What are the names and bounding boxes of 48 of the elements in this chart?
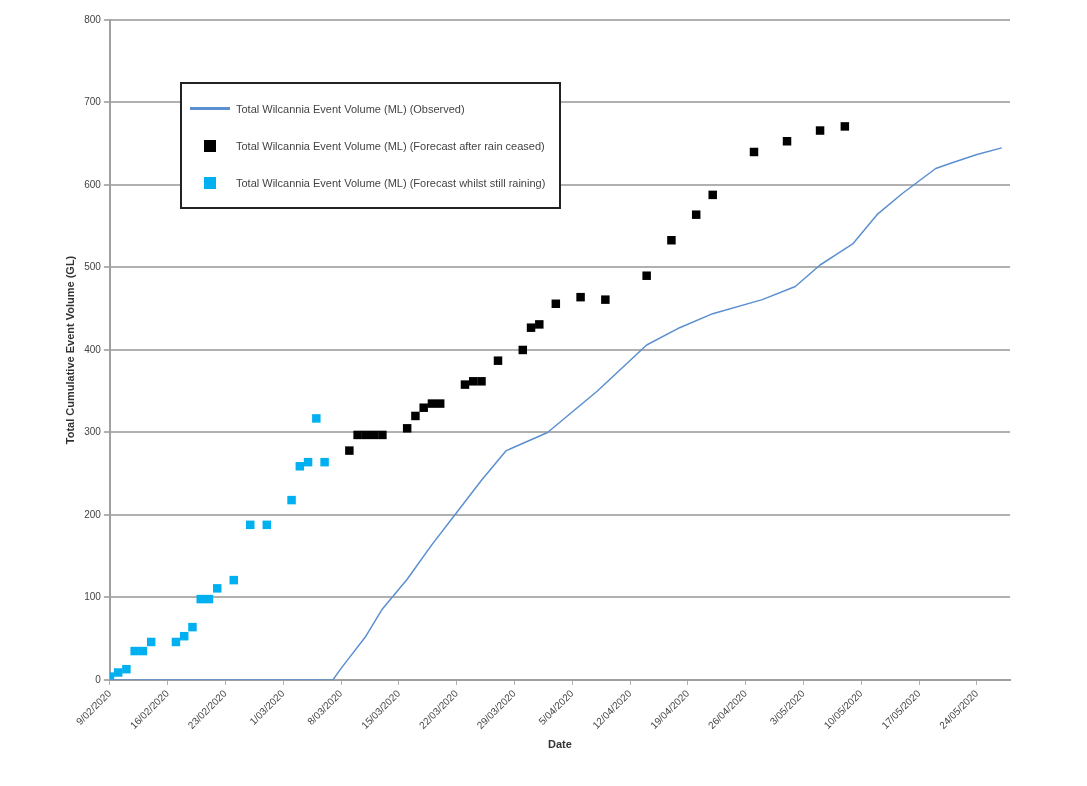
point: [493, 356, 503, 365]
y-tick-label: 200: [84, 508, 102, 520]
legend-label: Total Wilcannia Event Volume (ML) (Observed): [236, 102, 465, 115]
point: [402, 424, 412, 433]
point: [667, 236, 676, 245]
y-tick-label: 0: [95, 673, 102, 685]
point: [691, 210, 701, 219]
point: [601, 295, 610, 304]
point: [345, 446, 354, 455]
point: [642, 271, 651, 280]
point: [815, 126, 825, 135]
y-axis-title: Total Cumulative Event Volume (GL): [63, 255, 76, 445]
point: [246, 520, 255, 530]
x-axis-title: Date: [548, 738, 572, 751]
y-tick-label: 300: [84, 426, 102, 438]
point: [312, 414, 321, 423]
y-tick-label: 100: [84, 591, 102, 603]
point: [477, 377, 486, 386]
point: [708, 190, 717, 200]
legend-label: Total Wilcannia Event Volume (ML) (Forecast whilst still raining): [236, 176, 546, 189]
point: [378, 430, 387, 440]
point: [213, 584, 222, 593]
point: [427, 399, 437, 408]
point: [188, 622, 197, 632]
legend-label: Total Wilcannia Event Volume (ML) (Forecast after rain ceased): [236, 139, 545, 152]
point: [295, 462, 305, 471]
y-tick-label: 700: [84, 96, 102, 108]
point: [460, 380, 470, 389]
point: [287, 495, 296, 505]
point: [535, 320, 544, 329]
point: [320, 457, 329, 467]
point: [782, 137, 792, 146]
point: [353, 430, 362, 440]
point: [122, 664, 131, 674]
y-tick-label: 800: [84, 13, 102, 25]
y-tick-label: 400: [84, 343, 102, 355]
point: [419, 403, 428, 412]
y-tick-label: 600: [84, 178, 102, 190]
point: [526, 323, 536, 332]
point: [576, 292, 585, 302]
y-tick-label: 500: [84, 261, 102, 273]
point: [196, 594, 205, 604]
point: [130, 646, 139, 656]
point: [435, 399, 445, 408]
point: [468, 377, 478, 386]
point: [840, 122, 850, 131]
point: [411, 411, 420, 421]
point: [113, 668, 123, 677]
